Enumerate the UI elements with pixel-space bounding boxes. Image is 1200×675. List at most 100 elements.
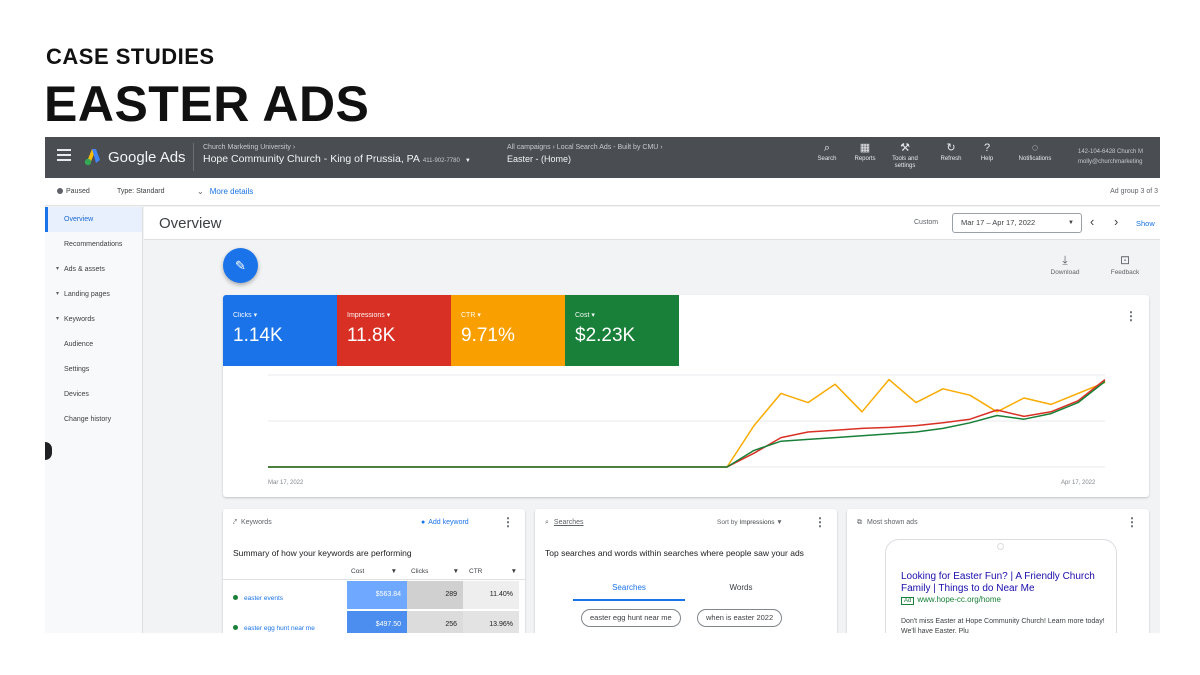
sidebar-item-settings[interactable]: Settings bbox=[64, 366, 90, 373]
ad-headline[interactable]: Looking for Easter Fun? | A Friendly Chu… bbox=[901, 571, 1095, 594]
keywords-card-title: ⤤ Keywords bbox=[233, 519, 272, 526]
sidebar-item-audience[interactable]: Audience bbox=[64, 341, 94, 348]
keywords-icon: ⤤ bbox=[233, 519, 237, 526]
download-button[interactable]: ⤓ Download bbox=[1045, 253, 1085, 276]
next-period-button[interactable]: › bbox=[1114, 214, 1119, 229]
metric-label: Impressions ▾ bbox=[347, 312, 391, 319]
sidebar-item-ads-assets[interactable]: ▾ Ads & assets bbox=[45, 257, 142, 282]
keyword-row-2[interactable]: easter egg hunt near me bbox=[233, 625, 315, 632]
sidebar-item-landing-pages[interactable]: ▾ Landing pages bbox=[45, 282, 142, 307]
most-shown-ads-card: ⧉ Most shown ads ⋮ Looking for Easter Fun… bbox=[847, 509, 1149, 633]
metric-clicks[interactable]: Clicks ▾ 1.14K bbox=[223, 295, 337, 366]
previous-period-button[interactable]: ‹ bbox=[1090, 214, 1095, 229]
caret-down-icon: ▼ bbox=[452, 568, 459, 575]
help-icon: ? bbox=[983, 142, 991, 154]
tab-words[interactable]: Words bbox=[729, 583, 753, 592]
chevron-down-icon: ▼ bbox=[1068, 220, 1074, 226]
search-term-chip[interactable]: when is easter 2022 bbox=[697, 609, 783, 627]
active-tab-indicator bbox=[573, 599, 685, 601]
campaign-selector[interactable]: All campaigns › Local Search Ads - Built… bbox=[507, 144, 663, 164]
sidebar-item-recommendations[interactable]: Recommendations bbox=[64, 241, 123, 248]
account-id: 411-902-7780 bbox=[422, 158, 460, 164]
metric-label: Clicks ▾ bbox=[233, 312, 258, 319]
metric-label: Cost ▾ bbox=[575, 312, 595, 319]
metric-cost[interactable]: Cost ▾ $2.23K bbox=[565, 295, 679, 366]
sidebar-item-overview[interactable]: Overview bbox=[45, 207, 142, 232]
chevron-down-icon: ▼ bbox=[464, 158, 471, 164]
more-options-icon[interactable]: ⋮ bbox=[1125, 309, 1137, 323]
searches-card: ⌕ Searches Sort by Impressions ▼ ⋮ Top se… bbox=[535, 509, 837, 633]
metric-ctr[interactable]: CTR ▾ 9.71% bbox=[451, 295, 565, 366]
ctr-cell: 11.40% bbox=[463, 581, 519, 609]
toolbar-notifications[interactable]: ◌ Notifications bbox=[1012, 142, 1058, 162]
series-line-1 bbox=[268, 378, 1106, 468]
slide-title: EASTER ADS bbox=[44, 76, 370, 132]
metric-value: 1.14K bbox=[233, 325, 283, 346]
metric-label: CTR ▾ bbox=[461, 312, 481, 319]
campaign-status-bar: Paused Type: Standard ⌄ More details Ad g… bbox=[45, 178, 1160, 206]
search-icon: ⌕ bbox=[545, 519, 549, 526]
phone-preview-frame bbox=[885, 539, 1117, 633]
caret-down-icon: ▾ bbox=[253, 312, 258, 319]
column-header-cost[interactable]: Cost ▼ bbox=[351, 568, 397, 575]
google-ads-screenshot: Google Ads Church Marketing University ›… bbox=[45, 137, 1160, 633]
toolbar-refresh[interactable]: ↻ Refresh bbox=[931, 142, 971, 162]
paused-icon bbox=[57, 188, 63, 194]
caret-down-icon: ▾ bbox=[386, 312, 391, 319]
cost-cell: $563.84 bbox=[347, 581, 407, 609]
date-range-picker[interactable]: Mar 17 – Apr 17, 2022 ▼ bbox=[952, 213, 1082, 233]
toolbar-tools[interactable]: ⚒ Tools and settings bbox=[885, 142, 925, 170]
expand-icon: ▾ bbox=[56, 291, 60, 297]
edit-button[interactable]: ✎ bbox=[223, 248, 258, 283]
series-line-2 bbox=[268, 379, 1106, 468]
sidebar-item-change-history[interactable]: Change history bbox=[64, 416, 112, 423]
chevron-down-icon: ⌄ bbox=[197, 187, 204, 196]
expand-icon: ▾ bbox=[56, 316, 60, 322]
account-selector[interactable]: Church Marketing University › Hope Commu… bbox=[203, 144, 471, 165]
account-breadcrumb: Church Marketing University › bbox=[203, 144, 296, 151]
ads-card-title: ⧉ Most shown ads bbox=[857, 519, 918, 526]
reports-icon: ▦ bbox=[859, 142, 871, 154]
metric-impressions[interactable]: Impressions ▾ 11.8K bbox=[337, 295, 451, 366]
more-options-icon[interactable]: ⋮ bbox=[502, 515, 514, 529]
pencil-icon: ✎ bbox=[235, 258, 246, 273]
column-header-clicks[interactable]: Clicks ▼ bbox=[411, 568, 459, 575]
keyword-row-1[interactable]: easter events bbox=[233, 595, 283, 602]
performance-line-chart bbox=[268, 374, 1106, 468]
caret-down-icon: ▼ bbox=[390, 568, 397, 575]
metric-value: 9.71% bbox=[461, 325, 515, 346]
toolbar-search[interactable]: ⌕ Search bbox=[807, 142, 847, 162]
more-options-icon[interactable]: ⋮ bbox=[814, 515, 826, 529]
add-keyword-button[interactable]: ● Add keyword bbox=[421, 519, 469, 526]
more-options-icon[interactable]: ⋮ bbox=[1126, 515, 1138, 529]
slide-kicker: CASE STUDIES bbox=[46, 44, 215, 69]
download-icon: ⤓ bbox=[1062, 253, 1068, 267]
menu-icon[interactable] bbox=[57, 149, 71, 161]
tab-searches[interactable]: Searches bbox=[612, 583, 646, 592]
caret-down-icon: ▼ bbox=[776, 519, 783, 526]
sidebar-item-keywords[interactable]: ▾ Keywords bbox=[45, 307, 142, 332]
google-ads-logo-icon bbox=[84, 149, 100, 166]
ad-group-counter: Ad group 3 of 3 bbox=[1110, 188, 1158, 195]
column-header-ctr[interactable]: CTR ▼ bbox=[469, 568, 517, 575]
brand-name: Google Ads bbox=[108, 149, 186, 166]
metric-value: 11.8K bbox=[347, 325, 396, 346]
sort-dropdown[interactable]: Sort by Impressions ▼ bbox=[717, 519, 783, 526]
series-line-3 bbox=[268, 380, 1106, 468]
divider bbox=[223, 579, 525, 580]
show-button[interactable]: Show bbox=[1136, 219, 1155, 228]
feedback-icon: ⊡ bbox=[1119, 253, 1131, 267]
ad-badge: Ad bbox=[901, 597, 915, 605]
sidebar-collapse-handle[interactable] bbox=[45, 442, 52, 460]
feedback-button[interactable]: ⊡ Feedback bbox=[1105, 253, 1145, 276]
toolbar-reports[interactable]: ▦ Reports bbox=[845, 142, 885, 162]
more-details-link[interactable]: ⌄ More details bbox=[197, 187, 254, 196]
divider bbox=[193, 143, 194, 171]
search-term-chip[interactable]: easter egg hunt near me bbox=[581, 609, 681, 627]
sidebar-item-devices[interactable]: Devices bbox=[64, 391, 89, 398]
search-icon: ⌕ bbox=[823, 142, 831, 154]
toolbar-help[interactable]: ? Help bbox=[967, 142, 1007, 162]
ad-description: Don't miss Easter at Hope Community Chur… bbox=[901, 618, 1105, 633]
add-circle-icon: ● bbox=[421, 519, 426, 526]
